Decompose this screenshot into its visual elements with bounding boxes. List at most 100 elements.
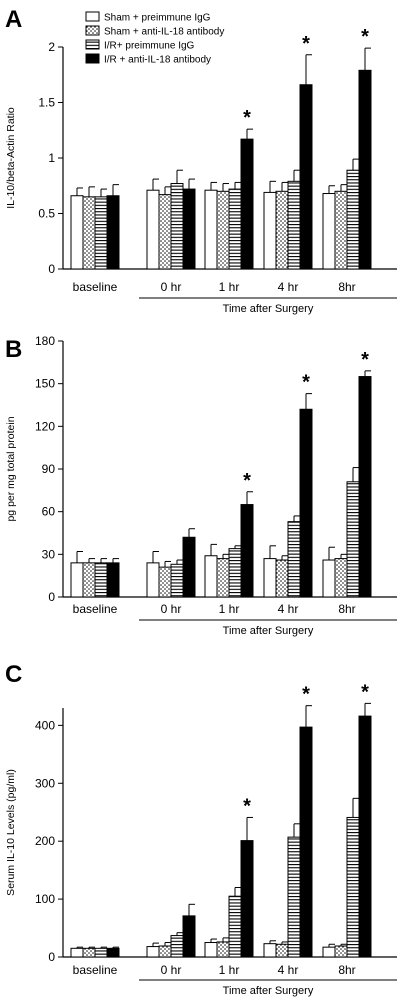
category-label: 0 hr xyxy=(161,963,182,977)
y-tick-label: 1.5 xyxy=(38,96,55,110)
legend-swatch xyxy=(85,39,100,50)
y-axis-label: Serum IL-10 Levels (pg/ml) xyxy=(5,769,17,896)
bar xyxy=(240,840,254,958)
bar xyxy=(216,190,230,270)
category-label: 8hr xyxy=(338,280,355,294)
panel-letter: C xyxy=(5,661,22,688)
panel-a: A 0 0.5 1 1.5 2 IL-10/beta-Actin Ratio baseline… xyxy=(5,6,397,315)
y-axis-label: IL-10/beta-Actin Ratio xyxy=(5,107,17,209)
category-label: 1 hr xyxy=(219,963,240,977)
bar xyxy=(70,562,84,598)
y-tick-label: 200 xyxy=(35,834,55,848)
bar xyxy=(106,562,120,598)
legend-swatch xyxy=(85,53,100,64)
bar xyxy=(346,169,360,270)
bar xyxy=(228,548,242,598)
bar xyxy=(263,558,277,598)
bar xyxy=(158,566,172,598)
category-label: 8hr xyxy=(338,602,355,616)
significance-star: * xyxy=(361,681,369,703)
y-tick-label: 2 xyxy=(48,40,55,54)
bar xyxy=(216,558,230,598)
bar xyxy=(146,562,160,598)
y-tick-label: 180 xyxy=(35,334,55,348)
y-tick-label: 300 xyxy=(35,776,55,790)
bar xyxy=(299,726,313,958)
bar xyxy=(106,947,120,958)
bar xyxy=(358,376,372,598)
bar xyxy=(170,935,184,958)
bar xyxy=(182,915,196,958)
bar xyxy=(334,945,348,958)
bar xyxy=(94,562,108,598)
bar xyxy=(346,816,360,958)
legend-swatch xyxy=(85,25,100,36)
legend-swatch xyxy=(85,11,100,22)
panel-b: B 0 30 60 90 120 150 180 pg per mg total protein… xyxy=(5,334,397,637)
bar xyxy=(158,945,172,958)
bar xyxy=(106,195,120,270)
bar xyxy=(94,196,108,270)
bar xyxy=(275,943,289,958)
bar xyxy=(275,559,289,598)
category-label: 4 hr xyxy=(278,280,299,294)
bar xyxy=(228,895,242,958)
bar xyxy=(182,536,196,598)
bar xyxy=(94,947,108,958)
y-tick-label: 0 xyxy=(48,262,55,276)
x-axis-label: Time after Surgery xyxy=(223,985,314,997)
y-tick-label: 120 xyxy=(35,419,55,433)
category-label: 8hr xyxy=(338,963,355,977)
category-label: 0 hr xyxy=(161,280,182,294)
x-axis-label: Time after Surgery xyxy=(223,303,314,315)
y-tick-label: 150 xyxy=(35,377,55,391)
y-tick-label: 0 xyxy=(48,590,55,604)
category-label: baseline xyxy=(73,602,118,616)
bar xyxy=(322,559,336,598)
bar xyxy=(204,189,218,270)
y-tick-label: 100 xyxy=(35,892,55,906)
bar xyxy=(299,408,313,598)
category-label: 4 hr xyxy=(278,602,299,616)
bar xyxy=(275,190,289,270)
bar xyxy=(346,481,360,598)
y-tick-label: 90 xyxy=(42,462,56,476)
category-label: 1 hr xyxy=(219,280,240,294)
bar xyxy=(216,941,230,958)
y-tick-label: 0.5 xyxy=(38,207,55,221)
bar xyxy=(82,562,96,598)
bar xyxy=(240,138,254,270)
bar xyxy=(287,836,301,958)
significance-star: * xyxy=(302,33,310,55)
bar xyxy=(82,947,96,958)
panel-c: C 0 100 200 300 400 Serum IL-10 Levels (pg/ml)… xyxy=(5,661,397,997)
bar xyxy=(204,942,218,958)
y-axis-label: pg per mg total protein xyxy=(5,416,17,521)
significance-star: * xyxy=(243,107,251,129)
bar xyxy=(240,504,254,598)
bar xyxy=(322,946,336,958)
bar xyxy=(287,180,301,270)
bar xyxy=(299,84,313,270)
bar xyxy=(170,563,184,598)
significance-star: * xyxy=(243,470,251,492)
bar xyxy=(228,188,242,270)
x-axis-label: Time after Surgery xyxy=(223,625,314,637)
category-label: 1 hr xyxy=(219,602,240,616)
bar xyxy=(146,946,160,958)
y-tick-label: 1 xyxy=(48,151,55,165)
category-label: 0 hr xyxy=(161,602,182,616)
panel-letter: B xyxy=(5,336,22,363)
bar xyxy=(158,194,172,270)
y-tick-label: 60 xyxy=(42,505,56,519)
bar xyxy=(204,555,218,598)
bar xyxy=(82,196,96,270)
bar xyxy=(182,188,196,270)
legend-label: Sham + anti-IL-18 antibody xyxy=(104,27,224,38)
category-label: 4 hr xyxy=(278,963,299,977)
bar xyxy=(358,69,372,270)
legend-label: I/R+ preimmune IgG xyxy=(104,41,195,52)
bar xyxy=(322,193,336,270)
legend: Sham + preimmune IgG Sham + anti-IL-18 an… xyxy=(85,11,224,66)
